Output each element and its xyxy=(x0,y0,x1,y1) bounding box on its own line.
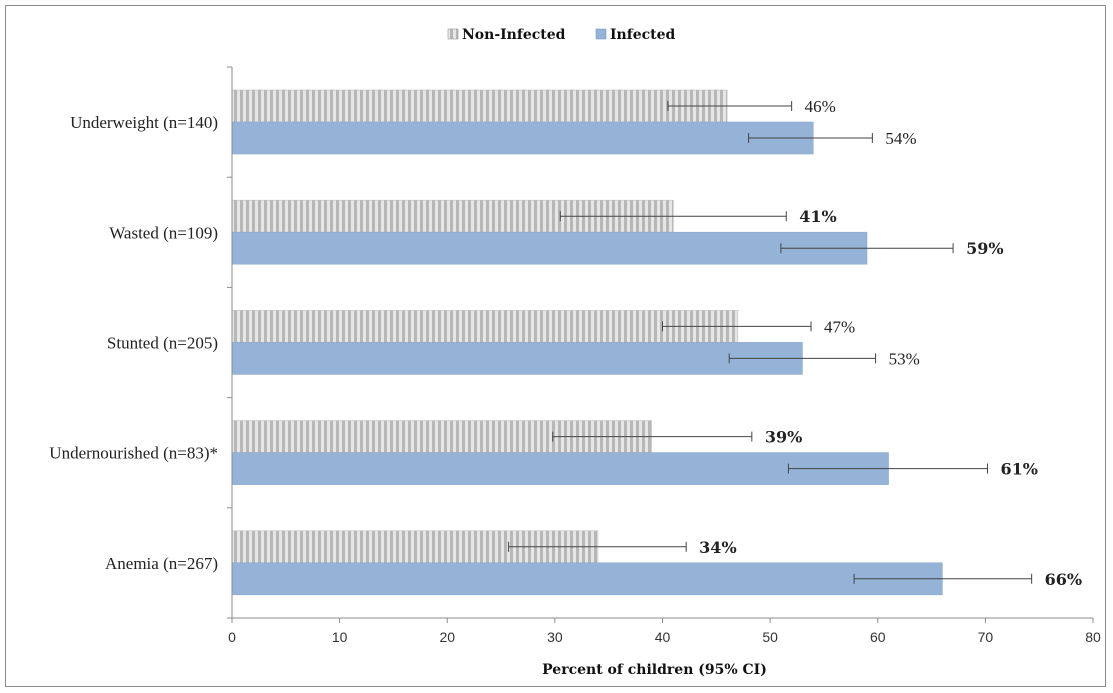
legend-swatch-infected xyxy=(595,28,607,40)
category-label-1: Wasted (n=109) xyxy=(109,223,218,242)
bar-infected-4 xyxy=(231,562,943,596)
x-axis: 0 10 20 30 40 50 60 70 80 xyxy=(227,66,1101,645)
category-label-2: Stunted (n=205) xyxy=(107,334,218,353)
x-tick-label-2: 20 xyxy=(439,629,455,645)
x-tick-label-1: 10 xyxy=(332,629,348,645)
x-tick-label-0: 0 xyxy=(228,629,236,645)
legend: Non-Infected Infected xyxy=(447,27,676,43)
category-label-0: Underweight (n=140) xyxy=(70,113,218,132)
data-label-infected-0: 54% xyxy=(885,129,916,148)
data-label-non-infected-1: 41% xyxy=(799,207,836,226)
data-label-infected-1: 59% xyxy=(966,239,1003,258)
category-label-4: Anemia (n=267) xyxy=(105,554,218,573)
x-tick-label-8: 80 xyxy=(1085,629,1101,645)
bar-infected-1 xyxy=(231,231,868,265)
bar-infected-3 xyxy=(231,452,889,485)
data-label-non-infected-4: 34% xyxy=(699,538,736,557)
bars-group: 46% 54% 41% 59% 47% 53% 39% 61% 34% 66% xyxy=(231,89,1082,596)
bar-infected-0 xyxy=(231,121,814,155)
legend-swatch-non-infected xyxy=(447,28,459,40)
bar-infected-2 xyxy=(231,342,803,375)
data-label-non-infected-3: 39% xyxy=(765,428,802,447)
bar-non-infected-2 xyxy=(231,310,739,343)
x-tick-label-3: 30 xyxy=(547,629,563,645)
data-label-infected-3: 61% xyxy=(1001,460,1038,479)
bar-non-infected-0 xyxy=(231,89,728,123)
category-labels: Underweight (n=140) Wasted (n=109) Stunted… xyxy=(49,113,218,573)
category-label-3: Undernourished (n=83)* xyxy=(49,444,218,463)
x-tick-label-7: 70 xyxy=(978,629,994,645)
x-axis-title: Percent of children (95% CI) xyxy=(542,662,767,678)
legend-label-non-infected: Non-Infected xyxy=(462,27,566,43)
x-tick-label-4: 40 xyxy=(655,629,671,645)
data-label-infected-4: 66% xyxy=(1045,570,1082,589)
legend-label-infected: Infected xyxy=(610,27,676,43)
data-label-non-infected-0: 46% xyxy=(805,97,836,116)
data-label-non-infected-2: 47% xyxy=(824,317,855,336)
data-label-infected-2: 53% xyxy=(889,349,920,368)
x-tick-label-6: 60 xyxy=(870,629,886,645)
x-tick-label-5: 50 xyxy=(762,629,778,645)
